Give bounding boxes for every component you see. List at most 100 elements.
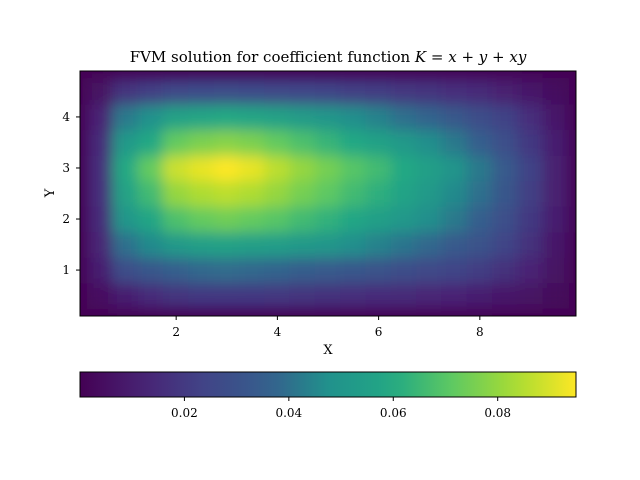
x-tick-label: 6 (375, 325, 383, 339)
heatmap-cell (390, 129, 418, 156)
heatmap-cell (340, 282, 367, 309)
heatmap-cell (390, 282, 418, 309)
heatmap-cell (137, 129, 165, 156)
heatmap-cell (517, 231, 544, 258)
heatmap-cell (390, 78, 418, 105)
heatmap-cell (213, 205, 240, 233)
heatmap-cell (137, 231, 165, 258)
heatmap-cell (416, 78, 443, 105)
heatmap-cell (137, 78, 165, 105)
heatmap-cell (238, 103, 266, 131)
chart-title-prefix: FVM solution for coefficient function (130, 48, 415, 66)
heatmap-cell (441, 205, 468, 233)
heatmap-cell (314, 205, 342, 233)
heatmap-cell (163, 205, 190, 233)
colorbar: 0.02 0.04 0.06 0.08 (79, 371, 577, 420)
heatmap-cell (340, 231, 367, 258)
heatmap-cell (163, 154, 190, 182)
heatmap-cell (416, 282, 443, 309)
heatmap-cell (491, 231, 519, 258)
heatmap-cell (441, 282, 468, 309)
heatmap-cell (542, 103, 569, 131)
heatmap-cell (441, 154, 468, 182)
heatmap-cell (314, 180, 342, 207)
heatmap-cell (289, 282, 316, 309)
y-tick-label: 4 (62, 110, 70, 124)
heatmap-cell (542, 231, 569, 258)
heatmap-cell (491, 154, 519, 182)
heatmap-cell (340, 103, 367, 131)
heatmap-cell (466, 78, 493, 105)
heatmap-cell (213, 78, 240, 105)
y-axis-label: Y (43, 188, 58, 198)
heatmap-cell (163, 103, 190, 131)
heatmap-cell (517, 129, 544, 156)
heatmap-cell (289, 103, 316, 131)
y-tick-label: 3 (62, 161, 70, 175)
x-tick-label: 4 (274, 325, 282, 339)
heatmap-cell (188, 129, 215, 156)
heatmap-cell (264, 231, 291, 258)
heatmap-cell (491, 256, 519, 284)
heatmap-cell (517, 256, 544, 284)
heatmap-cell (163, 231, 190, 258)
heatmap-plot-area (79, 70, 577, 317)
heatmap-cell (188, 154, 215, 182)
heatmap-cell (542, 129, 569, 156)
heatmap-cell (314, 154, 342, 182)
heatmap-cell (416, 231, 443, 258)
heatmap-cell (390, 231, 418, 258)
heatmap-cell (365, 129, 392, 156)
heatmap-cell (238, 78, 266, 105)
heatmap-cell (365, 78, 392, 105)
heatmap-cell (416, 129, 443, 156)
heatmap-cell (238, 180, 266, 207)
heatmap-cell (466, 231, 493, 258)
heatmap-cell (87, 103, 114, 131)
heatmap-cell (542, 78, 569, 105)
plot-frame (79, 70, 577, 317)
heatmap-cell (466, 129, 493, 156)
y-tick-label: 2 (62, 212, 70, 226)
heatmap-cell (137, 256, 165, 284)
heatmap-cell (264, 103, 291, 131)
heatmap-cell (441, 231, 468, 258)
heatmap-cell (188, 180, 215, 207)
heatmap-cell (264, 205, 291, 233)
heatmap-cell (441, 129, 468, 156)
heatmap-cell (365, 154, 392, 182)
colorbar-tick-label: 0.08 (484, 406, 511, 420)
heatmap-cell (137, 154, 165, 182)
colorbar-ticks: 0.02 0.04 0.06 0.08 (171, 397, 511, 420)
heatmap-cell (264, 154, 291, 182)
heatmap-cell (112, 103, 139, 131)
heatmap-cell (340, 180, 367, 207)
heatmap-cell (491, 205, 519, 233)
heatmap-cell (213, 282, 240, 309)
colorbar-tick-label: 0.02 (171, 406, 198, 420)
heatmap-cell (466, 282, 493, 309)
heatmap-cell (416, 256, 443, 284)
heatmap-cell (238, 282, 266, 309)
heatmap-cell (188, 103, 215, 131)
heatmap-cell (491, 103, 519, 131)
heatmap-cell (390, 103, 418, 131)
heatmap-cell (112, 129, 139, 156)
heatmap-cell (238, 205, 266, 233)
heatmap-cell (289, 231, 316, 258)
heatmap-cell (314, 129, 342, 156)
heatmap-cell (112, 180, 139, 207)
heatmap-cell (491, 180, 519, 207)
heatmap-cell (163, 256, 190, 284)
chart-title-math: K = x + y + xy (414, 48, 527, 66)
heatmap-cell (416, 205, 443, 233)
heatmap-cell (87, 256, 114, 284)
heatmap-cell (340, 256, 367, 284)
heatmap-cell (213, 231, 240, 258)
heatmap-cell (87, 129, 114, 156)
heatmap-cell (390, 205, 418, 233)
heatmap-cell (112, 282, 139, 309)
heatmap-cell (238, 231, 266, 258)
heatmap-cell (517, 205, 544, 233)
y-tick-label: 1 (62, 263, 70, 277)
